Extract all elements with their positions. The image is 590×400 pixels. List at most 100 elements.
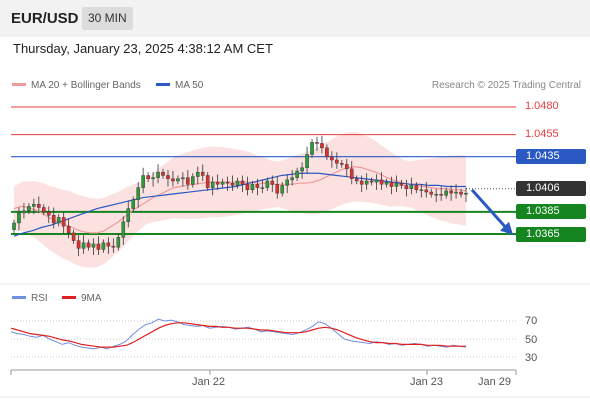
- candle-body: [106, 242, 111, 247]
- level-pivot-badge: 1.0435: [516, 149, 586, 164]
- candle-body: [161, 171, 165, 176]
- candle-body: [225, 181, 230, 184]
- candle-body: [22, 210, 26, 214]
- candle-body: [210, 181, 215, 188]
- candle-body: [340, 163, 344, 165]
- candle-body: [449, 190, 453, 194]
- candle-body: [330, 156, 334, 161]
- candle-body: [166, 175, 170, 179]
- candle-body: [186, 177, 190, 185]
- candle-body: [61, 217, 66, 227]
- candle-body: [310, 142, 314, 155]
- candle-body: [384, 181, 389, 185]
- candle-body: [354, 178, 359, 182]
- candle-body: [424, 189, 429, 193]
- level-r2-label: 1.0480: [525, 100, 559, 112]
- rsi-ma-label: 9MA: [81, 293, 102, 304]
- candle-body: [265, 180, 270, 188]
- timestamp: Thursday, January 23, 2025 4:38:12 AM CE…: [13, 41, 273, 56]
- candle-body: [191, 176, 195, 185]
- level-r1-label: 1.0455: [525, 128, 559, 140]
- candle-body: [220, 181, 225, 185]
- symbol-label: EUR/USD: [11, 10, 79, 27]
- candle-body: [146, 175, 150, 179]
- candle-body: [141, 175, 145, 188]
- candle-body: [394, 182, 399, 187]
- candle-body: [359, 180, 364, 185]
- level-s2-badge: 1.0365: [516, 227, 586, 242]
- candle-body: [250, 184, 255, 191]
- candle-body: [349, 168, 354, 179]
- forecast-arrow-line: [470, 188, 508, 229]
- candle-body: [37, 203, 41, 208]
- candle-body: [66, 226, 71, 234]
- ma20-label: MA 20 + Bollinger Bands: [31, 80, 141, 91]
- rsi-tick-50: 50: [525, 334, 538, 346]
- candle-body: [136, 187, 140, 200]
- candle-body: [444, 190, 448, 196]
- candle-body: [200, 171, 205, 176]
- candle-body: [131, 199, 136, 209]
- candle-body: [295, 170, 299, 178]
- candle-body: [76, 240, 81, 249]
- candle-body: [116, 237, 121, 248]
- candle-body: [290, 177, 294, 181]
- rsi-label: RSI: [31, 293, 48, 304]
- legend-ma20: MA 20 + Bollinger Bands: [12, 80, 141, 91]
- candle-body: [439, 194, 443, 196]
- rsi-swatch: [12, 295, 26, 299]
- candle-body: [181, 177, 185, 179]
- rsi-ma-line: [10, 322, 466, 348]
- candle-body: [320, 143, 324, 149]
- candle-body: [404, 185, 409, 189]
- copyright: Research © 2025 Trading Central: [431, 80, 581, 91]
- rsi-tick-30: 30: [525, 352, 538, 364]
- candle-body: [275, 184, 280, 194]
- candle-body: [429, 191, 434, 195]
- ma50-label: MA 50: [175, 80, 204, 91]
- ma20-line: [13, 166, 467, 234]
- candle-body: [374, 179, 379, 183]
- candle-body: [86, 242, 91, 248]
- candle-body: [46, 211, 51, 216]
- timeframe-badge[interactable]: 30 MIN: [82, 7, 133, 30]
- candle-body: [315, 142, 319, 144]
- candle-body: [464, 192, 468, 195]
- chart-header: EUR/USD 30 MIN: [0, 0, 590, 37]
- candle-body: [414, 185, 419, 191]
- current-price-badge: 1.0406: [516, 181, 586, 196]
- candle-body: [255, 184, 260, 188]
- candle-body: [454, 191, 458, 194]
- rsi-ma-swatch: [62, 295, 76, 299]
- candle-body: [195, 171, 200, 177]
- candle-body: [32, 203, 36, 207]
- candle-body: [205, 175, 210, 188]
- candle-body: [96, 243, 101, 250]
- forecast-arrowhead: [500, 221, 513, 235]
- candle-body: [230, 182, 235, 186]
- candle-body: [245, 184, 250, 191]
- candle-body: [91, 243, 96, 248]
- candle-body: [42, 207, 46, 213]
- rsi-tick-70: 70: [525, 315, 538, 327]
- candle-body: [285, 179, 289, 186]
- candle-body: [335, 159, 339, 164]
- x-tick-jan23: Jan 23: [410, 376, 444, 388]
- candle-body: [399, 182, 404, 186]
- candle-body: [71, 232, 76, 241]
- candle-body: [325, 147, 329, 157]
- candle-body: [344, 164, 349, 170]
- candle-body: [240, 180, 245, 185]
- candle-body: [280, 185, 285, 194]
- level-s1-badge: 1.0385: [516, 204, 586, 219]
- candle-body: [27, 206, 31, 212]
- candle-body: [300, 167, 304, 172]
- x-tick-jan22: Jan 22: [192, 376, 226, 388]
- candle-body: [121, 221, 126, 238]
- candle-body: [215, 181, 220, 185]
- candle-body: [51, 215, 56, 224]
- candle-body: [389, 181, 394, 187]
- legend-rsi: RSI: [12, 293, 48, 304]
- candle-body: [305, 154, 309, 168]
